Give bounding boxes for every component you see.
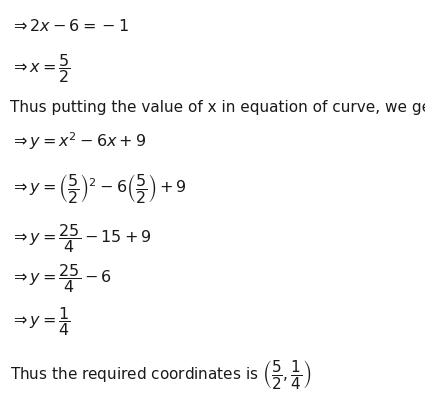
Text: $\Rightarrow x = \dfrac{5}{2}$: $\Rightarrow x = \dfrac{5}{2}$: [10, 52, 71, 85]
Text: $\Rightarrow y = x^{2} - 6x + 9$: $\Rightarrow y = x^{2} - 6x + 9$: [10, 130, 147, 152]
Text: $\Rightarrow y = \dfrac{25}{4} - 15 + 9$: $\Rightarrow y = \dfrac{25}{4} - 15 + 9$: [10, 222, 152, 255]
Text: $\Rightarrow y = \left(\dfrac{5}{2}\right)^{2} - 6\left(\dfrac{5}{2}\right) + 9$: $\Rightarrow y = \left(\dfrac{5}{2}\righ…: [10, 172, 187, 205]
Text: $\Rightarrow y = \dfrac{25}{4} - 6$: $\Rightarrow y = \dfrac{25}{4} - 6$: [10, 262, 112, 295]
Text: Thus the required coordinates is $\left(\dfrac{5}{2}, \dfrac{1}{4}\right)$: Thus the required coordinates is $\left(…: [10, 358, 311, 391]
Text: Thus putting the value of x in equation of curve, we get: Thus putting the value of x in equation …: [10, 100, 425, 115]
Text: $\Rightarrow 2x - 6 = -1$: $\Rightarrow 2x - 6 = -1$: [10, 18, 129, 34]
Text: $\Rightarrow y = \dfrac{1}{4}$: $\Rightarrow y = \dfrac{1}{4}$: [10, 305, 71, 338]
